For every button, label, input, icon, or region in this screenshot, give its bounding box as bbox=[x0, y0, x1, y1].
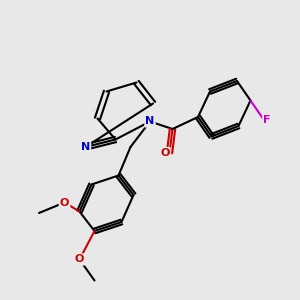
Text: N: N bbox=[146, 116, 154, 127]
Text: F: F bbox=[263, 115, 271, 125]
Text: O: O bbox=[60, 197, 69, 208]
Text: O: O bbox=[75, 254, 84, 265]
Text: N: N bbox=[81, 142, 90, 152]
Text: O: O bbox=[160, 148, 170, 158]
